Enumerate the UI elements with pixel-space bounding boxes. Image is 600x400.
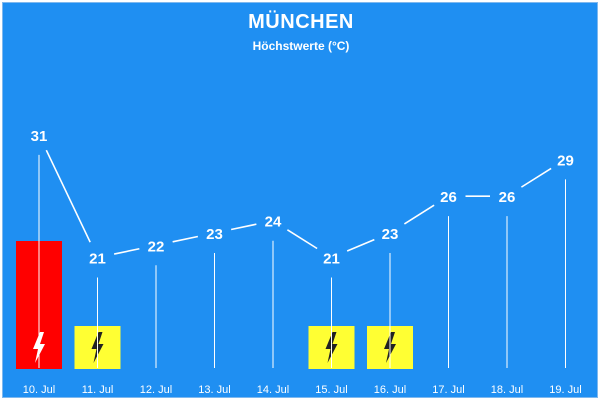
chart-subtitle: Höchstwerte (°C) [252, 39, 350, 53]
x-tick-label-8: 18. Jul [491, 384, 523, 396]
line-segment-0 [45, 149, 91, 243]
chart-title: MÜNCHEN [248, 11, 354, 33]
x-tick-label-1: 11. Jul [82, 384, 114, 396]
data-point-label-2: 22 [148, 238, 165, 255]
data-point-label-7: 26 [440, 189, 457, 206]
line-segment-8 [520, 167, 552, 188]
line-segment-4 [286, 229, 318, 250]
data-point-label-4: 24 [265, 214, 282, 231]
x-tick-label-2: 12. Jul [140, 384, 172, 396]
data-point-label-0: 31 [31, 128, 48, 145]
x-tick-label-5: 15. Jul [315, 384, 347, 396]
x-tick-label-3: 13. Jul [198, 384, 230, 396]
x-tick-label-4: 14. Jul [257, 384, 289, 396]
data-point-label-8: 26 [499, 189, 516, 206]
x-tick-label-7: 17. Jul [432, 384, 464, 396]
line-segment-5 [346, 238, 375, 252]
data-point-label-9: 29 [557, 152, 574, 169]
data-point-label-1: 21 [89, 251, 106, 268]
x-tick-label-9: 19. Jul [549, 384, 581, 396]
line-segment-6 [403, 204, 435, 225]
data-point-label-5: 21 [323, 251, 340, 268]
x-tick-label-6: 16. Jul [374, 384, 406, 396]
x-tick-label-0: 10. Jul [23, 384, 55, 396]
temperature-line-chart: 31 21 22 23 24 21 23 26 26 29 10. Jul 11. Jul 12. Ju… [16, 128, 582, 396]
data-point-label-3: 23 [206, 226, 223, 243]
line-segment-3 [230, 223, 257, 231]
data-point-label-6: 23 [382, 226, 399, 243]
line-segment-2 [172, 235, 199, 243]
line-segment-1 [113, 247, 140, 255]
